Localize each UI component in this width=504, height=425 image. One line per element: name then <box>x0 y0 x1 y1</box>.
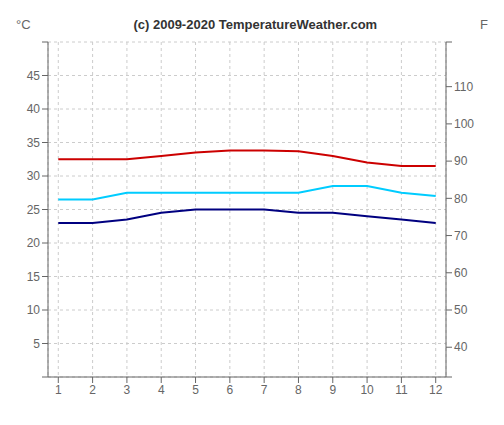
svg-text:5: 5 <box>33 337 40 351</box>
svg-text:45: 45 <box>27 69 41 83</box>
svg-text:70: 70 <box>454 229 468 243</box>
svg-text:6: 6 <box>227 383 234 397</box>
svg-text:25: 25 <box>27 203 41 217</box>
svg-text:9: 9 <box>329 383 336 397</box>
svg-text:110: 110 <box>454 80 473 94</box>
svg-text:2: 2 <box>89 383 96 397</box>
svg-text:40: 40 <box>27 102 41 116</box>
svg-text:15: 15 <box>27 270 41 284</box>
svg-text:90: 90 <box>454 154 468 168</box>
html-text:°C: °C <box>16 17 31 32</box>
svg-text:7: 7 <box>261 383 268 397</box>
svg-text:8: 8 <box>295 383 302 397</box>
svg-text:40: 40 <box>454 340 468 354</box>
svg-text:35: 35 <box>27 136 41 150</box>
svg-text:3: 3 <box>124 383 131 397</box>
svg-text:10: 10 <box>27 303 41 317</box>
svg-text:10: 10 <box>360 383 374 397</box>
svg-text:80: 80 <box>454 192 468 206</box>
svg-text:30: 30 <box>27 169 41 183</box>
svg-text:1: 1 <box>55 383 62 397</box>
html-text:(c) 2009-2020 TemperatureWeath: (c) 2009-2020 TemperatureWeather.com <box>133 17 378 32</box>
svg-text:60: 60 <box>454 266 468 280</box>
svg-text:100: 100 <box>454 117 474 131</box>
svg-text:20: 20 <box>27 236 41 250</box>
svg-text:5: 5 <box>192 383 199 397</box>
svg-text:12: 12 <box>429 383 443 397</box>
svg-text:50: 50 <box>454 303 468 317</box>
svg-text:11: 11 <box>395 383 408 397</box>
html-text:F: F <box>480 17 488 32</box>
svg-text:4: 4 <box>158 383 165 397</box>
